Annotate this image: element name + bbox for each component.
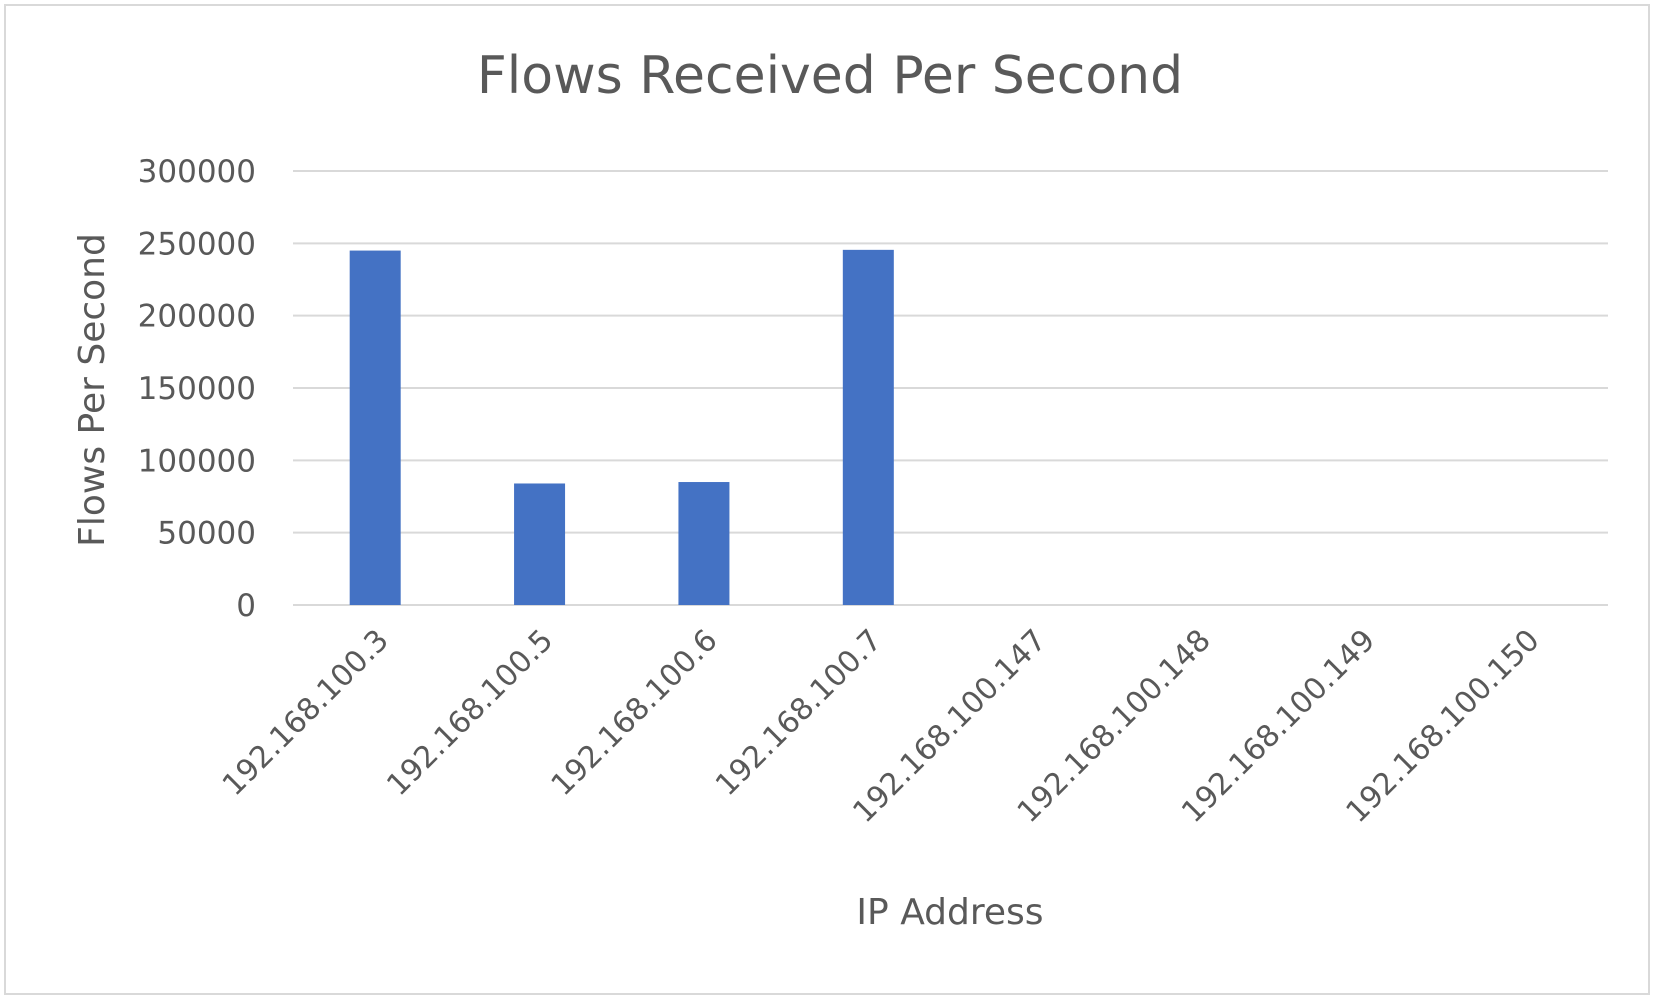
y-tick-label: 250000 — [138, 226, 256, 262]
bar — [678, 482, 730, 605]
x-tick-label: 192.168.100.7 — [709, 623, 889, 803]
y-axis-title: Flows Per Second — [72, 233, 113, 547]
x-tick-label: 192.168.100.5 — [380, 623, 560, 803]
chart-area — [4, 4, 1650, 995]
x-tick-label: 192.168.100.3 — [216, 623, 396, 803]
y-axis-tick-labels: 0 50000 100000 150000 200000 250000 300000 — [138, 154, 256, 624]
chart-title: Flows Received Per Second — [477, 46, 1183, 106]
y-tick-label: 150000 — [138, 371, 256, 407]
bars — [349, 249, 894, 606]
bar — [842, 249, 894, 606]
x-tick-label: 192.168.100.6 — [545, 623, 725, 803]
y-tick-label: 100000 — [138, 443, 256, 479]
y-tick-label: 200000 — [138, 299, 256, 335]
y-tick-label: 50000 — [157, 516, 256, 552]
y-tick-label: 0 — [236, 588, 256, 624]
y-tick-label: 300000 — [138, 154, 256, 190]
x-axis-title: IP Address — [856, 892, 1043, 933]
bar — [349, 250, 401, 606]
x-axis-tick-labels: 192.168.100.3192.168.100.5192.168.100.61… — [216, 623, 1547, 830]
bar — [514, 483, 566, 605]
gridlines — [293, 170, 1608, 606]
